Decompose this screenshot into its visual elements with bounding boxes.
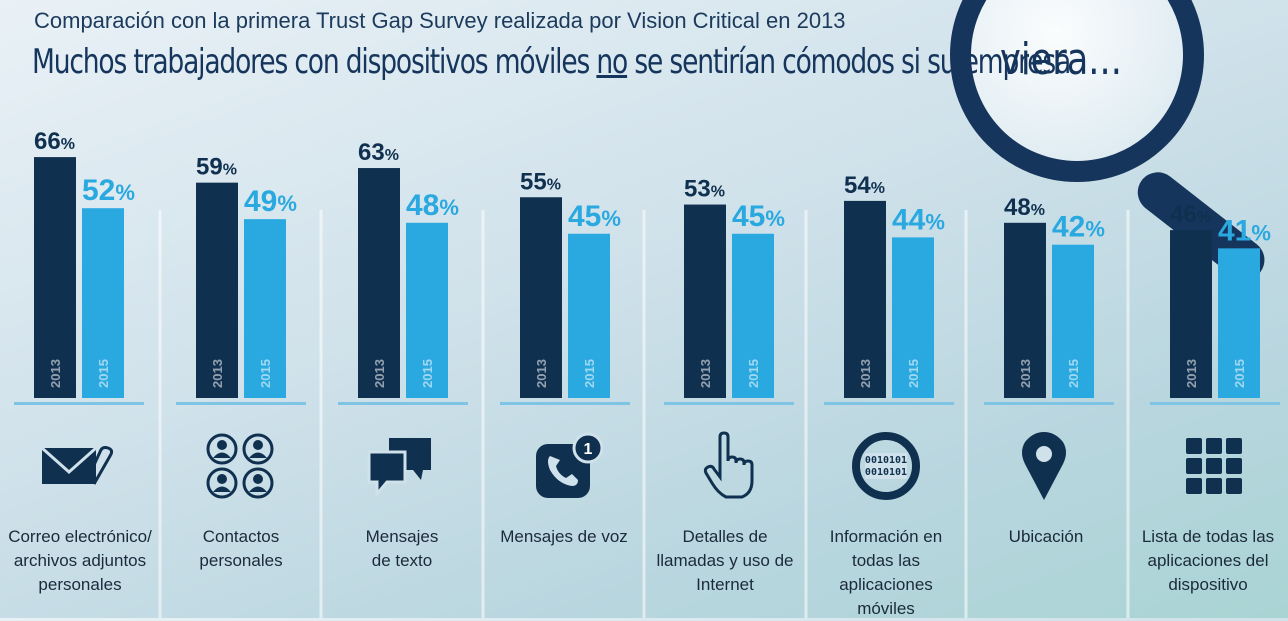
bar-year-label: 2013 — [698, 359, 713, 388]
bar-year-label: 2013 — [372, 359, 387, 388]
bar-year-label: 2013 — [48, 359, 63, 388]
category-label-texts: Mensajes de texto — [365, 527, 439, 570]
value-label-2015: 45% — [732, 200, 785, 233]
value-label-2013: 55% — [520, 168, 561, 195]
bar-2013 — [520, 197, 562, 398]
viera-text: viera... — [1000, 34, 1122, 85]
value-label-2013: 46% — [1170, 201, 1211, 228]
bar-2015 — [1218, 248, 1260, 398]
headline-post: se sentirían cómodos si su empresa — [627, 42, 1071, 82]
contacts-icon — [200, 430, 280, 502]
value-label-2013: 53% — [684, 176, 725, 203]
bar-year-label: 2013 — [534, 359, 549, 388]
bar-2015 — [406, 222, 448, 398]
value-label-2013: 59% — [196, 154, 237, 181]
binary-row-2: 0010101 — [865, 467, 907, 478]
bar-2013 — [34, 157, 76, 398]
value-label-2015: 49% — [244, 185, 297, 218]
group-baseline — [824, 402, 954, 405]
value-label-2015: 48% — [406, 189, 459, 222]
headline-no: no — [596, 42, 628, 82]
category-label-voicemail: Mensajes de voz — [500, 527, 628, 546]
bar-year-label: 2013 — [1184, 359, 1199, 388]
category-label-contacts: Contactos personales — [199, 527, 283, 570]
subtitle: Comparación con la primera Trust Gap Sur… — [34, 8, 846, 33]
bar-2015 — [732, 233, 774, 398]
binary-row-1: 0010101 — [865, 455, 907, 466]
bar-2013 — [196, 182, 238, 398]
category-label-email: Correo electrónico/ archivos adjuntos pe… — [8, 527, 152, 594]
bar-year-label: 2015 — [582, 359, 597, 388]
location-pin-icon — [1004, 430, 1084, 502]
bar-2015 — [82, 208, 124, 398]
bar-2013 — [1004, 222, 1046, 398]
category-label-app-info: Información en todas las aplicaciones mó… — [829, 527, 943, 618]
value-label-2013: 63% — [358, 139, 399, 166]
category-label-app-list: Lista de todas las aplicaciones del disp… — [1141, 527, 1275, 594]
value-label-2015: 41% — [1218, 214, 1271, 247]
group-baseline — [176, 402, 306, 405]
bar-year-label: 2015 — [1066, 359, 1081, 388]
bar-2015 — [892, 237, 934, 398]
bar-2015 — [244, 219, 286, 398]
bar-year-label: 2015 — [258, 359, 273, 388]
bar-year-label: 2015 — [746, 359, 761, 388]
group-baseline — [1150, 402, 1280, 405]
chat-bubbles-icon — [360, 430, 440, 502]
group-baseline — [664, 402, 794, 405]
category-label-call-details: Detalles de llamadas y uso de Internet — [656, 527, 794, 594]
voicemail-badge: 1 — [584, 441, 593, 458]
group-baseline — [984, 402, 1114, 405]
value-label-2013: 66% — [34, 128, 75, 155]
group-baseline — [338, 402, 468, 405]
value-label-2015: 45% — [568, 200, 621, 233]
value-label-2013: 54% — [844, 172, 885, 199]
value-label-2015: 44% — [892, 203, 945, 236]
binary-data-icon: 0010101 0010101 — [846, 430, 926, 502]
bar-2013 — [358, 168, 400, 398]
headline-pre: Muchos trabajadores con dispositivos móv… — [32, 42, 597, 82]
value-label-2015: 42% — [1052, 211, 1105, 244]
headline: Muchos trabajadores con dispositivos móv… — [32, 42, 1071, 82]
bar-2013 — [684, 204, 726, 398]
bar-year-label: 2015 — [420, 359, 435, 388]
bar-2015 — [1052, 244, 1094, 398]
envelope-attachment-icon — [36, 430, 116, 502]
voicemail-icon: 1 — [528, 430, 608, 502]
group-baseline — [500, 402, 630, 405]
category-label-location: Ubicación — [1008, 527, 1084, 546]
group-baseline — [14, 402, 144, 405]
bar-2013 — [1170, 230, 1212, 398]
value-label-2015: 52% — [82, 174, 135, 207]
bar-year-label: 2013 — [858, 359, 873, 388]
app-grid-icon — [1174, 430, 1254, 502]
bar-year-label: 2013 — [210, 359, 225, 388]
bar-year-label: 2015 — [1232, 359, 1247, 388]
bar-year-label: 2015 — [96, 359, 111, 388]
bar-2013 — [844, 200, 886, 398]
pointer-hand-icon — [690, 430, 770, 502]
bar-year-label: 2015 — [906, 359, 921, 388]
bar-year-label: 2013 — [1018, 359, 1033, 388]
value-label-2013: 48% — [1004, 194, 1045, 221]
bar-2015 — [568, 233, 610, 398]
